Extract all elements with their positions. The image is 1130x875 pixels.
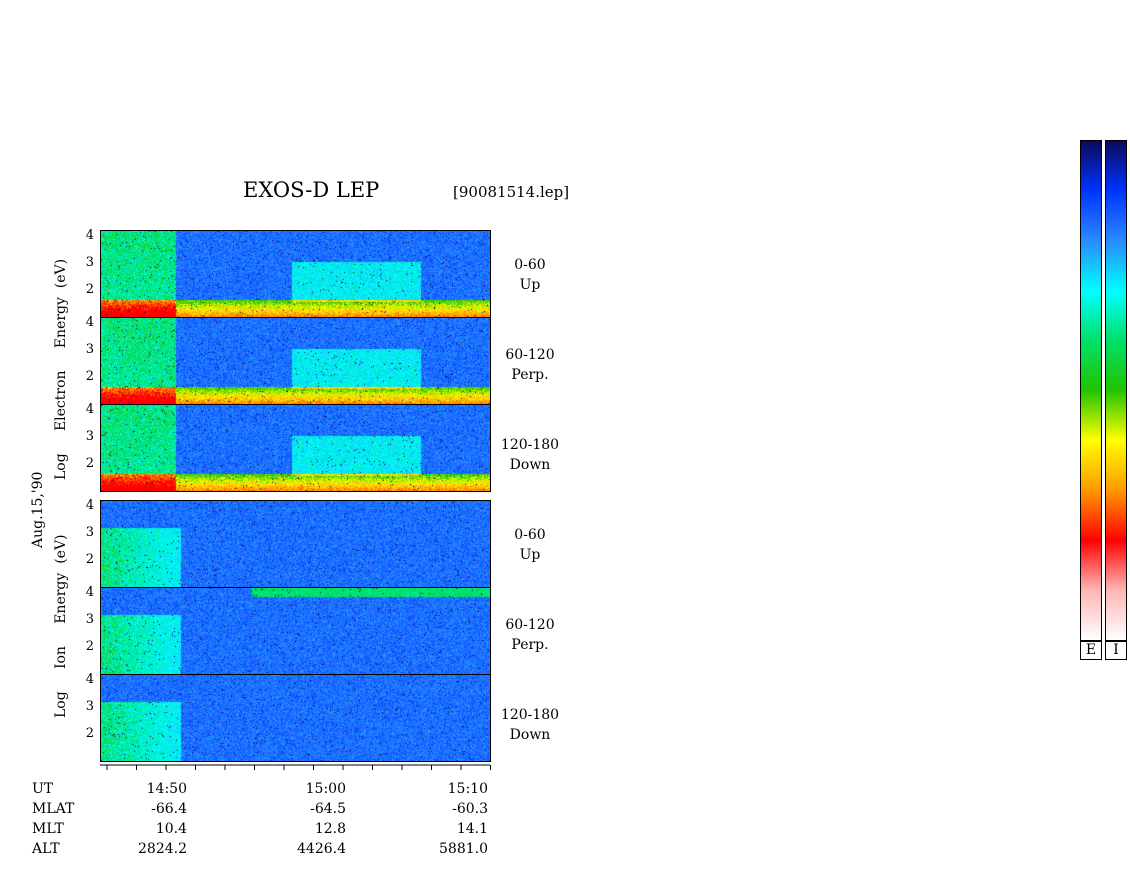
y-tick-label: 2 — [85, 552, 94, 567]
ion-ylabel-word: Log — [53, 691, 69, 718]
ion-down-panel — [100, 674, 491, 762]
ion-up-panel — [100, 500, 491, 588]
electron-colorbar-label: E — [1080, 641, 1102, 660]
y-tick-label: 2 — [85, 726, 94, 741]
y-tick-label: 3 — [85, 699, 94, 714]
row-label: ALT — [32, 841, 60, 857]
row-value: 15:00 — [305, 781, 346, 797]
row-value: -64.5 — [310, 801, 346, 817]
pitch-range: 0-60 — [514, 527, 546, 543]
row-value: -66.4 — [151, 801, 187, 817]
ion-perp-panel — [100, 587, 491, 675]
row-value: 14.1 — [456, 821, 488, 837]
channel-label-ion-perp: 60-120 Perp. — [490, 615, 570, 655]
pitch-range: 120-180 — [500, 707, 560, 723]
ion-down-spectrogram — [101, 675, 490, 761]
electron-down-panel — [100, 404, 491, 492]
channel-label-electron-perp: 60-120 Perp. — [490, 345, 570, 385]
electron-down-spectrogram — [101, 405, 490, 491]
y-tick-label: 2 — [85, 369, 94, 384]
y-tick-label: 3 — [85, 255, 94, 270]
time-axis — [100, 764, 491, 770]
ion-up-spectrogram — [101, 501, 490, 587]
electron-ylabel-word: (eV) — [53, 258, 69, 289]
y-tick-label: 4 — [85, 585, 94, 600]
channel-label-electron-up: 0-60 Up — [490, 255, 570, 295]
ion-y-label: Log Ion Energy (eV) — [53, 534, 69, 718]
y-tick-label: 3 — [85, 342, 94, 357]
row-value: 2824.2 — [138, 841, 187, 857]
y-tick-label: 4 — [85, 402, 94, 417]
ion-ylabel-word: Energy — [53, 572, 69, 624]
direction: Down — [509, 457, 551, 473]
electron-colorbar — [1080, 140, 1102, 641]
electron-perp-panel — [100, 317, 491, 405]
file-name: [90081514.lep] — [453, 183, 570, 201]
time-axis-ticks — [106, 765, 491, 770]
ion-colorbar — [1105, 140, 1127, 641]
direction: Up — [519, 277, 541, 293]
direction: Up — [519, 547, 541, 563]
y-tick-label: 2 — [85, 456, 94, 471]
electron-up-panel — [100, 230, 491, 318]
channel-label-ion-down: 120-180 Down — [490, 705, 570, 745]
row-value: 4426.4 — [297, 841, 346, 857]
ion-ylabel-word: Ion — [53, 646, 69, 670]
y-tick-label: 3 — [85, 429, 94, 444]
direction: Perp. — [511, 637, 549, 653]
channel-label-ion-up: 0-60 Up — [490, 525, 570, 565]
date-label: Aug.15,'90 — [30, 471, 46, 548]
row-value: 10.4 — [155, 821, 187, 837]
row-value: 5881.0 — [439, 841, 488, 857]
y-tick-label: 4 — [85, 498, 94, 513]
electron-ylabel-word: Electron — [53, 370, 69, 432]
y-tick-label: 2 — [85, 639, 94, 654]
row-label: UT — [32, 781, 54, 797]
y-tick-label: 4 — [85, 315, 94, 330]
row-value: 14:50 — [146, 781, 187, 797]
direction: Down — [509, 727, 551, 743]
electron-up-spectrogram — [101, 231, 490, 317]
pitch-range: 120-180 — [500, 437, 560, 453]
pitch-range: 60-120 — [505, 617, 555, 633]
y-tick-label: 3 — [85, 525, 94, 540]
row-value: -60.3 — [452, 801, 488, 817]
ion-ylabel-word: (eV) — [53, 534, 69, 564]
ion-colorbar-label: I — [1105, 641, 1127, 660]
row-value: 15:10 — [447, 781, 488, 797]
electron-ylabel-word: Log — [53, 453, 69, 480]
channel-label-electron-down: 120-180 Down — [490, 435, 570, 475]
row-label: MLT — [32, 821, 64, 837]
y-tick-label: 2 — [85, 282, 94, 297]
pitch-range: 0-60 — [514, 257, 546, 273]
direction: Perp. — [511, 367, 549, 383]
pitch-range: 60-120 — [505, 347, 555, 363]
electron-ylabel-word: Energy — [53, 297, 69, 349]
y-tick-label: 4 — [85, 228, 94, 243]
y-tick-label: 3 — [85, 612, 94, 627]
electron-y-label: Log Electron Energy (eV) — [53, 259, 69, 480]
y-tick-label: 4 — [85, 672, 94, 687]
ion-perp-spectrogram — [101, 588, 490, 674]
chart-title: EXOS-D LEP — [243, 178, 380, 202]
electron-perp-spectrogram — [101, 318, 490, 404]
row-value: 12.8 — [314, 821, 346, 837]
row-label: MLAT — [32, 801, 75, 817]
